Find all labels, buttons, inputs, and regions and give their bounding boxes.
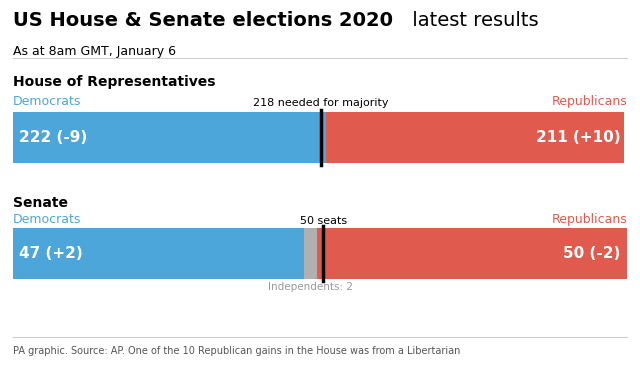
Bar	[317, 228, 627, 279]
Bar	[13, 228, 305, 279]
Text: PA graphic. Source: AP. One of the 10 Republican gains in the House was from a L: PA graphic. Source: AP. One of the 10 Re…	[13, 346, 460, 356]
Text: As at 8am GMT, January 6: As at 8am GMT, January 6	[13, 45, 176, 58]
Text: latest results: latest results	[406, 11, 539, 30]
Text: Democrats: Democrats	[13, 213, 81, 226]
Text: 222 (-9): 222 (-9)	[19, 130, 88, 145]
Text: House of Representatives: House of Representatives	[13, 75, 215, 89]
Text: Independents: 2: Independents: 2	[268, 282, 353, 292]
Bar	[305, 228, 317, 279]
Text: 50 seats: 50 seats	[300, 216, 347, 226]
Text: Democrats: Democrats	[13, 95, 81, 108]
Text: 50 (-2): 50 (-2)	[563, 246, 621, 261]
Text: US House & Senate elections 2020: US House & Senate elections 2020	[13, 11, 393, 30]
Bar	[326, 112, 625, 163]
Text: 47 (+2): 47 (+2)	[19, 246, 83, 261]
Text: 211 (+10): 211 (+10)	[536, 130, 621, 145]
Text: Senate: Senate	[13, 196, 68, 210]
Bar	[13, 112, 326, 163]
Text: 218 needed for majority: 218 needed for majority	[253, 98, 388, 108]
Text: Republicans: Republicans	[552, 213, 627, 226]
Text: Republicans: Republicans	[552, 95, 627, 108]
